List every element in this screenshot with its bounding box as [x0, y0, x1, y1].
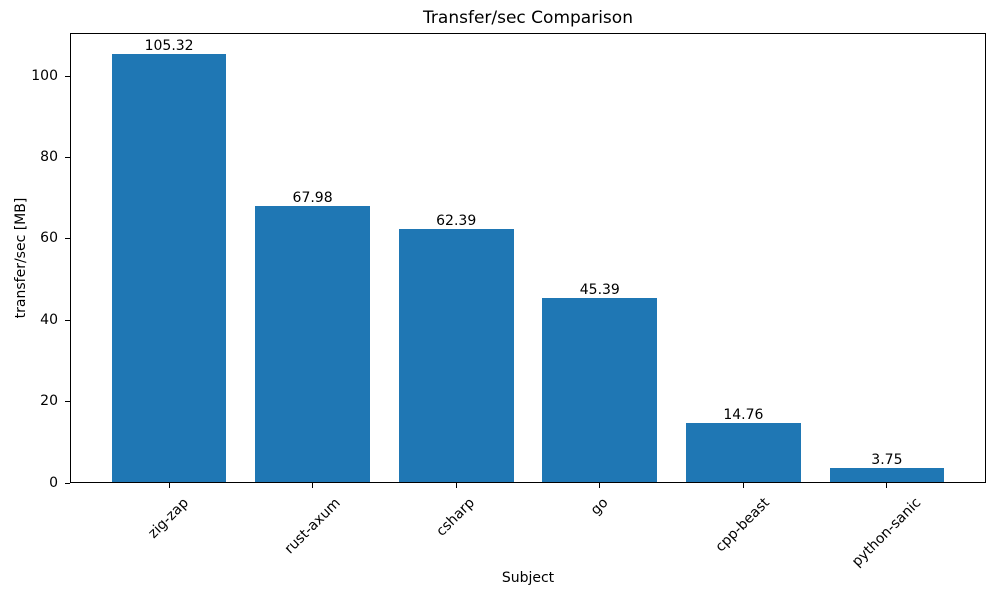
bar-value-label: 105.32 — [144, 38, 194, 55]
bar-value-label: 67.98 — [292, 190, 333, 207]
y-tick-mark — [65, 238, 70, 240]
x-tick-label: rust-axum — [281, 495, 344, 558]
y-tick-mark — [65, 75, 70, 77]
bar-zig-zap — [111, 54, 227, 483]
bar-python-sanic — [829, 467, 945, 483]
x-tick-label: python-sanic — [848, 494, 925, 571]
y-tick-mark — [65, 157, 70, 158]
y-tick-label: 40 — [40, 311, 58, 328]
x-tick-label: zig-zap — [145, 495, 193, 542]
y-tick-label: 80 — [40, 149, 58, 165]
y-tick-label: 20 — [40, 393, 58, 410]
x-tick-label: csharp — [433, 494, 479, 540]
x-tick-mark — [742, 483, 744, 488]
x-tick-label: cpp-beast — [712, 494, 774, 556]
x-tick-mark — [168, 483, 170, 488]
x-tick-mark — [455, 483, 457, 488]
bar-go — [542, 298, 658, 483]
y-tick-label: 60 — [40, 230, 58, 247]
x-tick-mark — [599, 483, 601, 488]
chart-title: Transfer/sec Comparison — [423, 8, 633, 28]
y-tick-mark — [65, 319, 70, 321]
x-tick-mark — [312, 483, 314, 488]
x-tick-label: go — [587, 494, 612, 519]
y-tick-label: 0 — [49, 474, 58, 491]
plot-area — [70, 33, 986, 483]
bar-rust-axum — [255, 206, 371, 483]
y-tick-mark — [65, 482, 70, 484]
bar-csharp — [398, 229, 514, 483]
bar-value-label: 62.39 — [436, 213, 477, 230]
bar-value-label: 45.39 — [579, 282, 620, 299]
x-axis-label: Subject — [501, 570, 555, 586]
y-axis-label: transfer/sec [MB] — [13, 197, 29, 319]
bar-cpp-beast — [685, 422, 801, 483]
bar-value-label: 14.76 — [723, 406, 764, 423]
y-tick-mark — [65, 401, 70, 403]
y-tick-label: 100 — [31, 67, 58, 84]
x-tick-mark — [886, 483, 888, 488]
bar-value-label: 3.75 — [871, 451, 903, 468]
